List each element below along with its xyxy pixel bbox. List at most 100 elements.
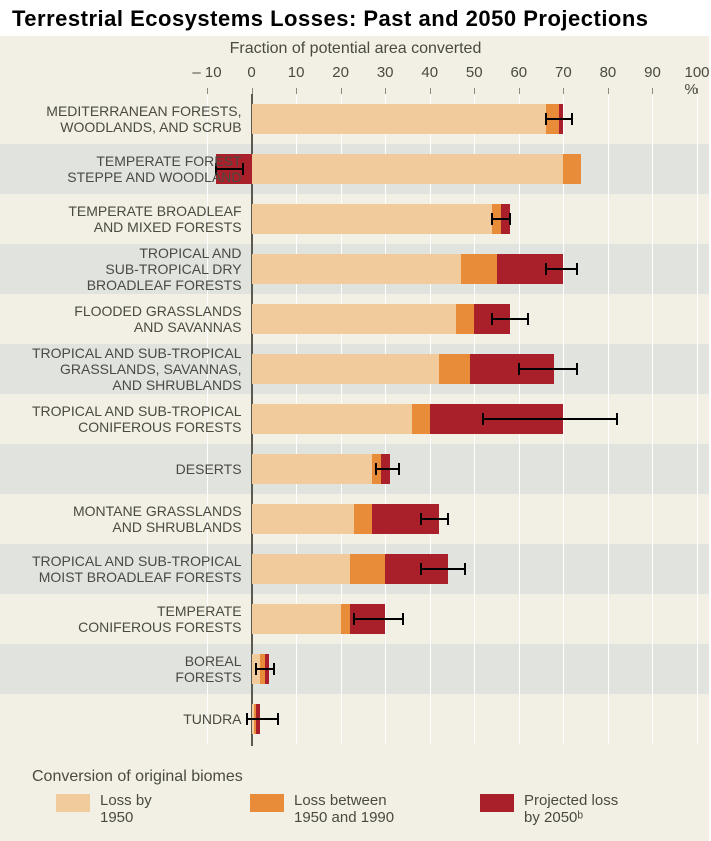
x-axis-tick xyxy=(519,88,520,94)
bar-segment-loss-1950 xyxy=(252,354,439,384)
x-axis-tick xyxy=(207,88,208,94)
grid-line xyxy=(697,94,698,744)
error-bar-cap xyxy=(571,113,573,125)
x-axis-tick-label: – 10 xyxy=(192,64,221,81)
x-axis-tick xyxy=(563,88,564,94)
category-label: TROPICAL AND SUB-TROPICALCONIFEROUS FORE… xyxy=(0,403,242,435)
bar-segment-loss-1950-1990 xyxy=(439,354,470,384)
bar-segment-loss-1950 xyxy=(252,604,341,634)
error-bar-cap xyxy=(273,663,275,675)
bar-segment-loss-1950-1990 xyxy=(350,554,386,584)
legend-swatch xyxy=(480,794,514,812)
bar-segment-loss-1950 xyxy=(252,104,546,134)
error-bar-line xyxy=(492,318,528,320)
error-bar-line xyxy=(421,568,466,570)
legend-title: Conversion of original biomes xyxy=(32,768,243,786)
bar-segment-loss-1950 xyxy=(252,454,372,484)
bar-segment-loss-1950 xyxy=(252,554,350,584)
error-bar-cap xyxy=(616,413,618,425)
error-bar-line xyxy=(354,618,403,620)
legend-swatch xyxy=(250,794,284,812)
category-label: MONTANE GRASSLANDSAND SHRUBLANDS xyxy=(0,503,242,535)
x-axis-tick xyxy=(430,88,431,94)
x-axis-tick xyxy=(474,88,475,94)
error-bar-cap xyxy=(482,413,484,425)
error-bar-cap xyxy=(447,513,449,525)
x-axis-tick-label: 100 % xyxy=(684,64,709,98)
bar-segment-loss-1950-1990 xyxy=(563,154,581,184)
legend-label: Loss between1950 and 1990 xyxy=(294,792,394,827)
x-axis-tick-label: 0 xyxy=(247,64,255,81)
category-label: TEMPERATE BROADLEAFAND MIXED FORESTS xyxy=(0,203,242,235)
x-axis-tick xyxy=(608,88,609,94)
legend-item-loss-1950: Loss by1950 xyxy=(56,792,152,827)
bar-segment-loss-1950 xyxy=(252,154,564,184)
error-bar-cap xyxy=(491,313,493,325)
error-bar-cap xyxy=(576,363,578,375)
category-label: FLOODED GRASSLANDSAND SAVANNAS xyxy=(0,303,242,335)
x-axis-tick-label: 60 xyxy=(510,64,527,81)
error-bar-cap xyxy=(353,613,355,625)
bar-segment-loss-1950 xyxy=(252,254,461,284)
bar-segment-loss-1950-1990 xyxy=(456,304,474,334)
error-bar-cap xyxy=(402,613,404,625)
error-bar-line xyxy=(376,468,398,470)
page-title: Terrestrial Ecosystems Losses: Past and … xyxy=(10,6,651,32)
chart-subtitle: Fraction of potential area converted xyxy=(0,40,711,58)
chart-plot-area xyxy=(207,94,697,752)
error-bar-cap xyxy=(518,363,520,375)
error-bar-cap xyxy=(246,713,248,725)
legend-item-loss-1950-1990: Loss between1950 and 1990 xyxy=(250,792,394,827)
error-bar-cap xyxy=(420,563,422,575)
error-bar-cap xyxy=(545,113,547,125)
x-axis-tick-label: 40 xyxy=(421,64,438,81)
x-axis-tick-label: 80 xyxy=(600,64,617,81)
bar-segment-loss-1950-1990 xyxy=(412,404,430,434)
legend-swatch xyxy=(56,794,90,812)
x-axis-tick-label: 70 xyxy=(555,64,572,81)
bar-segment-loss-1950-1990 xyxy=(341,604,350,634)
bar-segment-loss-1950-1990 xyxy=(354,504,372,534)
error-bar-cap xyxy=(420,513,422,525)
error-bar-cap xyxy=(491,213,493,225)
grid-line xyxy=(652,94,653,744)
category-label: TROPICAL ANDSUB-TROPICAL DRYBROADLEAF FO… xyxy=(0,245,242,293)
legend-item-proj-2050: Projected lossby 2050ᵇ xyxy=(480,792,618,827)
bar-segment-loss-1950 xyxy=(252,304,457,334)
error-bar-cap xyxy=(545,263,547,275)
x-axis-tick-label: 30 xyxy=(377,64,394,81)
x-axis-tick xyxy=(385,88,386,94)
x-axis-tick-label: 20 xyxy=(332,64,349,81)
category-label: TEMPERATE FORESTSTEPPE AND WOODLAND xyxy=(0,153,242,185)
bar-segment-loss-1950 xyxy=(252,404,412,434)
error-bar-cap xyxy=(576,263,578,275)
category-label: BOREALFORESTS xyxy=(0,653,242,685)
legend-label: Loss by1950 xyxy=(100,792,152,827)
legend-label: Projected lossby 2050ᵇ xyxy=(524,792,618,827)
error-bar-line xyxy=(546,118,573,120)
category-label: TROPICAL AND SUB-TROPICALGRASSLANDS, SAV… xyxy=(0,345,242,393)
error-bar-cap xyxy=(375,463,377,475)
x-axis-tick-label: 10 xyxy=(288,64,305,81)
bar-segment-loss-1950 xyxy=(252,504,354,534)
category-label: MEDITERRANEAN FORESTS,WOODLANDS, AND SCR… xyxy=(0,103,242,135)
bar-segment-loss-1950-1990 xyxy=(461,254,497,284)
error-bar-line xyxy=(247,718,278,720)
category-label: TROPICAL AND SUB-TROPICALMOIST BROADLEAF… xyxy=(0,553,242,585)
error-bar-line xyxy=(546,268,577,270)
x-axis-tick xyxy=(296,88,297,94)
error-bar-line xyxy=(421,518,448,520)
error-bar-cap xyxy=(464,563,466,575)
error-bar-line xyxy=(483,418,617,420)
category-label: TUNDRA xyxy=(0,711,242,727)
x-axis-tick-label: 90 xyxy=(644,64,661,81)
x-axis-tick-label: 50 xyxy=(466,64,483,81)
error-bar-cap xyxy=(277,713,279,725)
error-bar-cap xyxy=(255,663,257,675)
category-label: DESERTS xyxy=(0,461,242,477)
error-bar-line xyxy=(519,368,577,370)
error-bar-line xyxy=(492,218,510,220)
error-bar-cap xyxy=(509,213,511,225)
x-axis-tick xyxy=(652,88,653,94)
error-bar-cap xyxy=(398,463,400,475)
